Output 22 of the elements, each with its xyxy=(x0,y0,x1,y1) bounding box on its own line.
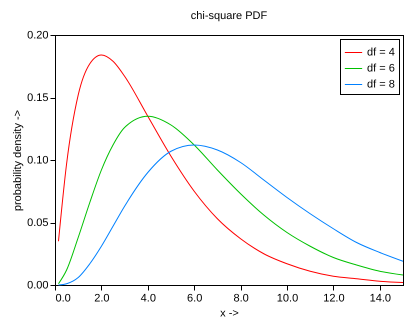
x-tick-label: 12.0 xyxy=(323,292,345,304)
x-tick-label: 6.0 xyxy=(187,292,202,304)
legend-label: df = 6 xyxy=(367,62,395,74)
line-series xyxy=(58,116,404,284)
y-axis-title: probability density -> xyxy=(12,110,24,212)
x-tick-label: 14.0 xyxy=(370,292,392,304)
y-tick-label: 0.20 xyxy=(27,30,48,42)
x-axis-title: x -> xyxy=(220,308,239,320)
x-tick-label: 8.0 xyxy=(233,292,249,304)
legend-label: df = 4 xyxy=(367,46,395,58)
x-tick-label: 0.0 xyxy=(56,292,71,304)
x-tick-label: 10.0 xyxy=(276,292,298,304)
y-tick-label: 0.15 xyxy=(27,92,48,104)
y-tick-label: 0.05 xyxy=(27,217,48,229)
chart-title: chi-square PDF xyxy=(190,10,268,22)
line-series xyxy=(58,144,404,286)
y-tick-label: 0.10 xyxy=(27,154,48,166)
y-tick-label: 0.00 xyxy=(27,280,48,292)
x-tick-label: 2.0 xyxy=(94,292,110,304)
legend-label: df = 8 xyxy=(367,78,395,90)
line-series xyxy=(58,54,404,283)
x-tick-label: 4.0 xyxy=(140,292,156,304)
